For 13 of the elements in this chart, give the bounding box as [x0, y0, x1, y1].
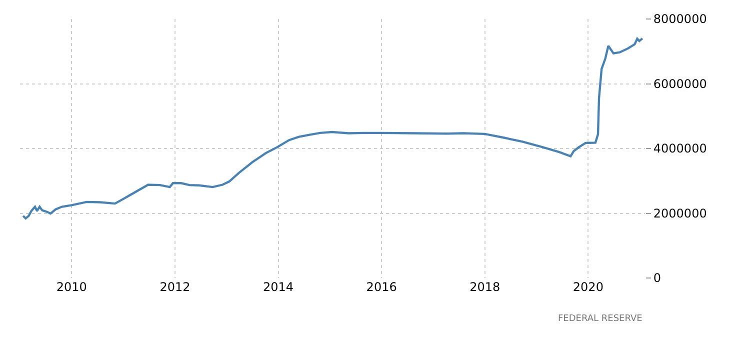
x-tick-label: 2014	[262, 280, 294, 294]
line-series	[22, 37, 644, 220]
y-tick-label: 0	[653, 271, 662, 286]
y-tick-label: 2000000	[653, 206, 707, 220]
y-tick-label: 8000000	[653, 12, 707, 26]
x-tick-label: 2010	[56, 280, 87, 294]
x-tick-label: 2020	[572, 280, 604, 294]
x-tick-label: 2018	[470, 280, 500, 294]
x-tick-label: 2012	[160, 280, 190, 294]
x-tick-label: 2016	[366, 280, 397, 294]
y-tick-label: 6000000	[653, 76, 707, 91]
text: FEDERAL RESERVE	[558, 314, 643, 324]
y-tick-label: 4000000	[653, 142, 707, 156]
